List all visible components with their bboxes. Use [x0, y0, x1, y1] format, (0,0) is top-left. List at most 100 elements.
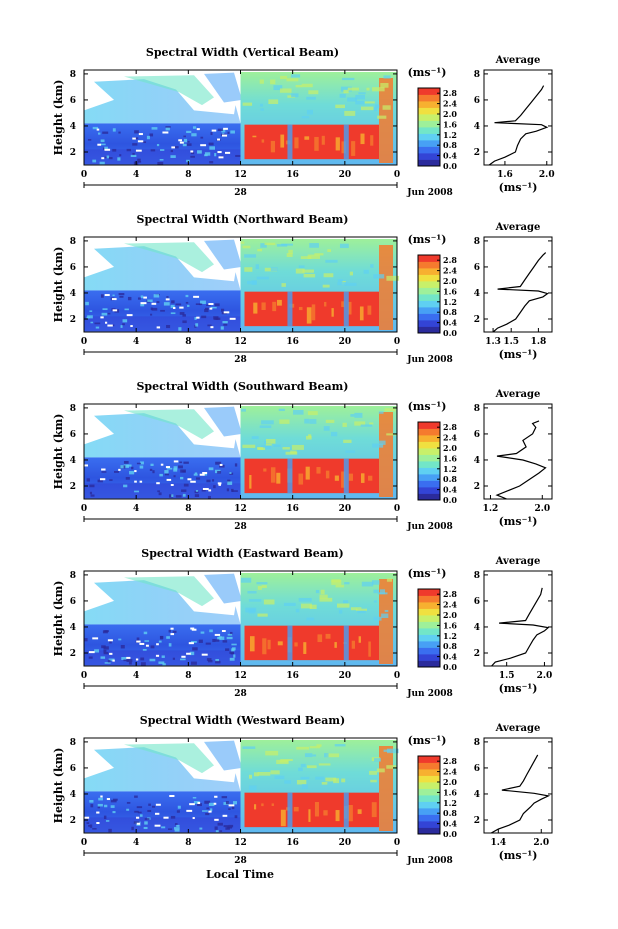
speckle: [134, 130, 139, 134]
data-gap: [193, 295, 200, 298]
colorbar-segment: [418, 493, 440, 501]
colorbar-segment: [418, 255, 440, 262]
speckle: [104, 630, 109, 633]
speckle: [127, 296, 132, 301]
speckle: [197, 803, 202, 807]
speckle: [132, 143, 138, 146]
y-tick-label: 6: [70, 597, 76, 607]
data-gap: [92, 637, 99, 640]
speckle: [139, 465, 144, 469]
data-gap: [170, 633, 175, 636]
panel-1: Spectral Width (Northward Beam) 2 4 6 8 Heigh…: [52, 213, 553, 365]
average-unit: (ms⁻¹): [499, 348, 538, 361]
x-axis-label: Local Time: [206, 868, 274, 881]
texture-patch: [247, 591, 257, 594]
x-tick-label: 8: [185, 170, 191, 180]
avg-y-tick-label: 8: [474, 237, 480, 247]
speckle: [227, 479, 231, 484]
speckle: [130, 154, 137, 157]
data-gap: [169, 795, 175, 798]
colorbar-segment: [418, 595, 440, 603]
texture-patch: [371, 580, 380, 585]
speckle: [221, 796, 228, 799]
speckle: [142, 141, 147, 144]
plume-streak-2: [204, 406, 242, 437]
speckle: [220, 308, 225, 312]
data-gap: [139, 480, 143, 483]
texture-patch: [369, 770, 377, 775]
speckle: [171, 494, 174, 498]
colorbar-tick-label: 2.8: [443, 255, 457, 265]
convective-streak: [351, 141, 356, 156]
convective-streak: [308, 809, 311, 822]
speckle: [208, 142, 214, 146]
plume-region: [84, 246, 241, 291]
data-gap: [209, 307, 213, 310]
speckle: [179, 312, 185, 315]
speckle: [128, 661, 132, 665]
speckle: [131, 826, 134, 831]
speckle: [94, 322, 101, 325]
convective-streak: [270, 467, 276, 483]
data-gap: [107, 324, 113, 327]
avg-x-tick-label: 1.6: [497, 170, 513, 180]
colorbar-tick-label: 0.4: [443, 151, 457, 161]
speckle: [136, 462, 141, 465]
speckle: [88, 656, 93, 659]
data-gap: [163, 816, 169, 819]
colorbar-segment: [418, 467, 440, 475]
colorbar-tick-label: 2.4: [443, 767, 457, 777]
convective-block: [244, 124, 379, 160]
convective-streak: [347, 805, 353, 822]
texture-patch: [355, 608, 367, 611]
speckle: [206, 304, 211, 306]
convective-streak: [298, 473, 304, 485]
avg-y-tick-label: 4: [474, 790, 480, 800]
colorbar-tick-label: 1.6: [443, 286, 457, 296]
date-label: Jun 2008: [406, 856, 453, 866]
speckle: [206, 807, 210, 810]
texture-patch: [265, 750, 279, 756]
speckle: [89, 491, 93, 495]
plume-streak-2: [204, 573, 242, 604]
average-title: Average: [495, 222, 541, 233]
gap-column: [287, 625, 293, 661]
data-gap: [134, 470, 137, 473]
colorbar-tick-label: 0.0: [443, 328, 457, 338]
texture-patch: [375, 104, 380, 109]
x-tick-label: 20: [339, 170, 352, 180]
colorbar: 0.00.40.81.21.62.02.42.8: [417, 254, 457, 338]
speckle: [217, 636, 221, 640]
colorbar-segment: [418, 268, 440, 275]
texture-patch: [354, 412, 363, 418]
data-gap: [107, 639, 113, 642]
avg-y-tick-label: 6: [474, 263, 480, 273]
data-gap: [218, 156, 224, 159]
panel-title: Spectral Width (Southward Beam): [136, 380, 348, 393]
data-gap: [214, 795, 218, 798]
colorbar-segment: [418, 326, 440, 334]
texture-patch: [242, 102, 253, 106]
data-gap: [104, 321, 108, 324]
texture-patch: [336, 603, 350, 608]
speckle: [200, 631, 205, 634]
speckle: [165, 127, 170, 131]
speckle: [168, 643, 172, 647]
data-gap: [228, 804, 235, 807]
texture-patch: [282, 447, 290, 450]
speckle: [168, 629, 171, 633]
data-gap: [202, 471, 208, 474]
speckle: [226, 488, 230, 492]
speckle: [121, 657, 127, 660]
y-tick-label: 4: [70, 623, 76, 633]
data-gap: [112, 309, 118, 312]
speckle: [215, 830, 219, 833]
convective-streak: [371, 802, 377, 818]
colorbar-segment: [418, 756, 440, 763]
convective-streak: [325, 470, 330, 479]
colorbar-tick-label: 1.2: [443, 130, 457, 140]
y-tick-label: 4: [70, 456, 76, 466]
speckle: [156, 143, 160, 147]
colorbar-tick-label: 0.4: [443, 485, 457, 495]
speckle: [177, 805, 181, 809]
